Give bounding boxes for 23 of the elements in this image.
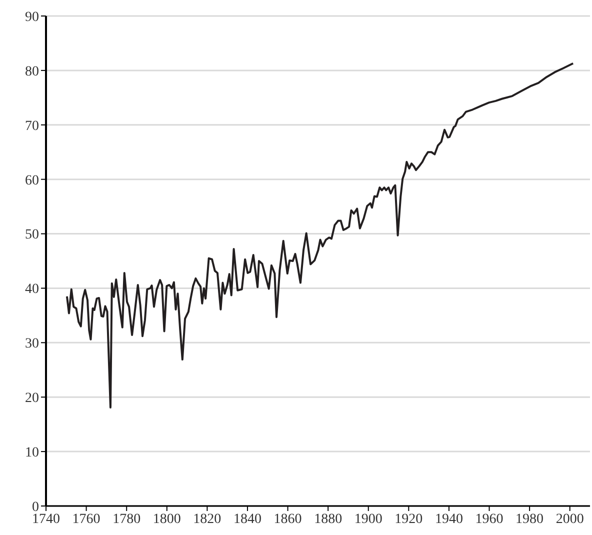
x-tick-label: 1760 — [72, 512, 100, 527]
x-tick-label: 1980 — [516, 512, 544, 527]
x-tick-label: 1780 — [112, 512, 141, 527]
y-tick-label: 40 — [25, 282, 39, 298]
y-tick-label: 90 — [25, 10, 39, 25]
x-tick-label: 1860 — [274, 512, 302, 527]
y-tick-label: 50 — [25, 228, 39, 243]
x-tick-label: 1800 — [152, 512, 181, 527]
x-tick-label: 1820 — [193, 512, 222, 527]
line-series — [66, 62, 574, 408]
y-tick-label: 80 — [25, 64, 39, 80]
y-tick-label: 60 — [25, 173, 39, 188]
x-tick-label: 2000 — [556, 512, 584, 527]
x-tick-label: 1940 — [434, 512, 463, 527]
x-tick-label: 1880 — [314, 512, 342, 527]
x-tick-label: 1840 — [233, 512, 262, 527]
x-tick-label: 1960 — [475, 512, 504, 527]
y-tick-label: 10 — [25, 446, 39, 461]
y-tick-label: 20 — [25, 391, 39, 406]
y-tick-label: 30 — [25, 336, 39, 352]
x-tick-label: 1900 — [354, 512, 382, 527]
y-tick-label: 70 — [25, 118, 39, 134]
x-tick-label: 1920 — [394, 512, 423, 527]
